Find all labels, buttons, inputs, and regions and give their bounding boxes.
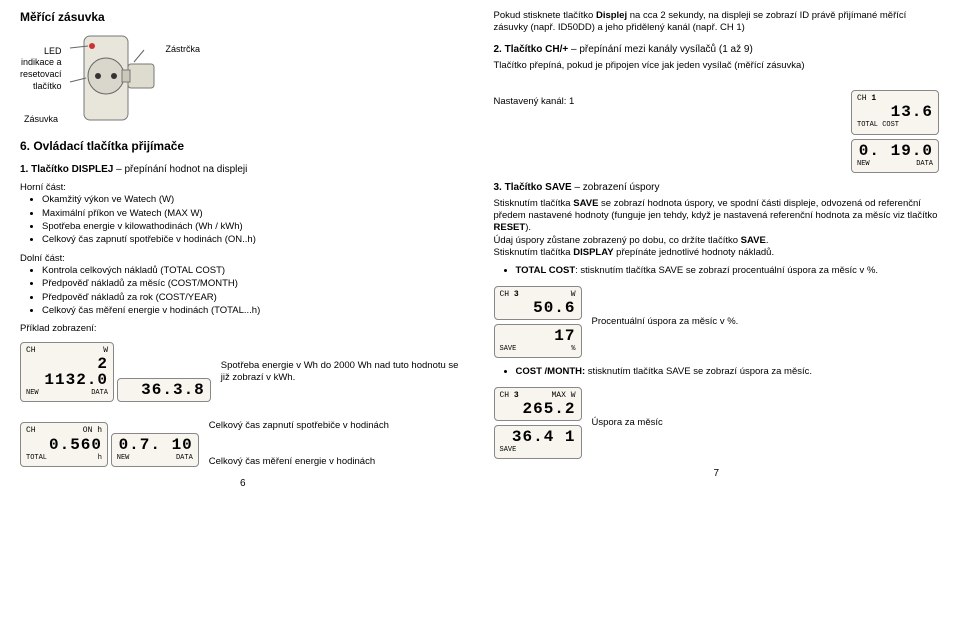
txt-bold: COST /MONTH: — [516, 366, 586, 377]
bottom-label-1: Celkový čas zapnutí spotřebiče v hodinác… — [209, 420, 389, 432]
txt-bold: DISPLAY — [573, 247, 613, 258]
lcd-value: 2 1132.0 — [26, 356, 108, 388]
item1-sub: – přepínání hodnot na displeji — [113, 164, 247, 175]
item1-bold: 1. Tlačítko DISPLEJ — [20, 164, 113, 175]
lcd-ch: CH 1 — [857, 94, 876, 104]
item2-sub: – přepínání mezi kanály vysílačů (1 až 9… — [568, 44, 753, 55]
txt: . — [766, 235, 769, 246]
page-number-left: 6 — [20, 477, 466, 490]
lcd-value: 36.4 1 — [500, 429, 576, 445]
lcd-display: 17 SAVE% — [494, 324, 582, 358]
txt: Stisknutím tlačítka — [494, 247, 574, 258]
save-month-label: Úspora za měsíc — [592, 417, 663, 429]
item2-text: Tlačítko přepíná, pokud je připojen více… — [494, 60, 940, 72]
item3-title: 3. Tlačítko SAVE – zobrazení úspory — [494, 181, 940, 194]
lcd-ch: CH — [26, 426, 36, 436]
txt-bold: RESET — [494, 222, 526, 233]
item3-p2: Údaj úspory zůstane zobrazený po dobu, c… — [494, 235, 940, 247]
txt: : stisknutím tlačítka SAVE se zobrazí pr… — [575, 265, 878, 276]
lcd-display: 0. 19.0 NEW DATA — [851, 139, 939, 173]
list-item: Spotřeba energie v kilowathodinách (Wh /… — [42, 221, 466, 233]
lcd-display: 36.3.8 — [117, 378, 211, 402]
item3-p3: Stisknutím tlačítka DISPLAY přepínáte je… — [494, 247, 940, 259]
lcd-ft: % — [571, 345, 575, 354]
lcd-ft: DATA — [91, 389, 108, 398]
lcd-display: CHW 2 1132.0 NEWDATA — [20, 342, 114, 402]
lcd-display: CHON h 0.560 TOTALh — [20, 422, 108, 466]
lcd-ft: NEW — [26, 389, 39, 398]
zastrcka-label: Zástrčka — [166, 44, 201, 56]
dolni-label: Dolní část: — [20, 253, 466, 265]
list-item: Předpověď nákladů za měsíc (COST/MONTH) — [42, 278, 466, 290]
lcd-value: 13.6 — [857, 104, 933, 120]
lcd-value: 36.3.8 — [123, 382, 205, 398]
lcd-value: 0. 19.0 — [857, 143, 933, 159]
lcd-ft: TOTAL — [26, 454, 47, 463]
lcd-ft: DATA — [176, 454, 193, 463]
bottom-label-2: Celkový čas měření energie v hodinách — [209, 456, 389, 468]
item2-title: 2. Tlačítko CH/+ – přepínání mezi kanály… — [494, 43, 940, 56]
lcd-ch: CH 3 — [500, 391, 519, 401]
txt: Pokud stisknete tlačítko — [494, 10, 596, 21]
lcd-ft: NEW — [117, 454, 130, 463]
list-item: Okamžitý výkon ve Watech (W) — [42, 194, 466, 206]
lcd-ft: DATA — [916, 160, 933, 169]
example-label: Příklad zobrazení: — [20, 323, 466, 335]
channel-label: Nastavený kanál: 1 — [494, 96, 840, 108]
item3-sub: – zobrazení úspory — [572, 182, 660, 193]
list-item: COST /MONTH: stisknutím tlačítka SAVE se… — [516, 366, 940, 378]
list-item: Kontrola celkových nákladů (TOTAL COST) — [42, 265, 466, 277]
txt: přepínáte jednotlivé hodnoty nákladů. — [614, 247, 775, 258]
lcd-ft: TOTAL COST — [857, 121, 899, 130]
list-item: Předpověď nákladů za rok (COST/YEAR) — [42, 292, 466, 304]
item3-p1: Stisknutím tlačítka SAVE se zobrazí hodn… — [494, 198, 940, 235]
section-6-heading: 6. Ovládací tlačítka přijímače — [20, 139, 466, 155]
list-item: Celkový čas měření energie v hodinách (T… — [42, 305, 466, 317]
item1-title: 1. Tlačítko DISPLEJ – přepínání hodnot n… — [20, 163, 466, 176]
right-para1: Pokud stisknete tlačítko Displej na cca … — [494, 10, 940, 35]
page-number-right: 7 — [494, 467, 940, 480]
horni-list: Okamžitý výkon ve Watech (W) Maximální p… — [20, 194, 466, 246]
lcd-display: CH 1 13.6 TOTAL COST — [851, 90, 939, 134]
list-item: TOTAL COST: stisknutím tlačítka SAVE se … — [516, 265, 940, 277]
list-item: Celkový čas zapnutí spotřebiče v hodinác… — [42, 234, 466, 246]
lcd-display: 0.7. 10 NEW DATA — [111, 433, 199, 467]
lcd-ft: SAVE — [500, 345, 517, 354]
lcd-ft: NEW — [857, 160, 870, 169]
lcd-ft: h — [98, 454, 102, 463]
item2-bold: 2. Tlačítko CH/+ — [494, 44, 569, 55]
lcd-value: 265.2 — [500, 401, 576, 417]
lcd-ft: SAVE — [500, 446, 517, 455]
example-text: Spotřeba energie v Wh do 2000 Wh nad tut… — [221, 360, 466, 385]
txt: Údaj úspory zůstane zobrazený po dobu, c… — [494, 235, 741, 246]
lcd-display: CH 3MAX W 265.2 — [494, 387, 582, 421]
txt-bold: Displej — [596, 10, 627, 21]
led-label: LED indikace a resetovací tlačítko — [20, 46, 62, 93]
horni-label: Horní část: — [20, 182, 466, 194]
lcd-display: CH 3W 50.6 — [494, 286, 582, 320]
lcd-ch: CH — [26, 346, 36, 356]
dolni-list: Kontrola celkových nákladů (TOTAL COST) … — [20, 265, 466, 317]
page-title-left: Měřící zásuvka — [20, 10, 466, 26]
txt-bold: TOTAL COST — [516, 265, 576, 276]
txt-bold: SAVE — [741, 235, 766, 246]
percent-note: Procentuální úspora za měsíc v %. — [592, 316, 739, 328]
lcd-value: 17 — [500, 328, 576, 344]
lcd-value: 0.7. 10 — [117, 437, 193, 453]
socket-diagram: LED indikace a resetovací tlačítko Zástr… — [20, 32, 466, 124]
list-item: Maximální příkon ve Watech (MAX W) — [42, 208, 466, 220]
txt: stisknutím tlačítka SAVE se zobrazí úspo… — [585, 366, 812, 377]
txt: ). — [525, 222, 531, 233]
item3-bold: 3. Tlačítko SAVE — [494, 182, 572, 193]
lcd-value: 0.560 — [26, 437, 102, 453]
txt-bold: SAVE — [573, 198, 598, 209]
lcd-display: 36.4 1 SAVE — [494, 425, 582, 459]
lcd-ch: CH 3 — [500, 290, 519, 300]
txt: Stisknutím tlačítka — [494, 198, 574, 209]
socket-icon — [66, 32, 162, 124]
lcd-value: 50.6 — [500, 300, 576, 316]
